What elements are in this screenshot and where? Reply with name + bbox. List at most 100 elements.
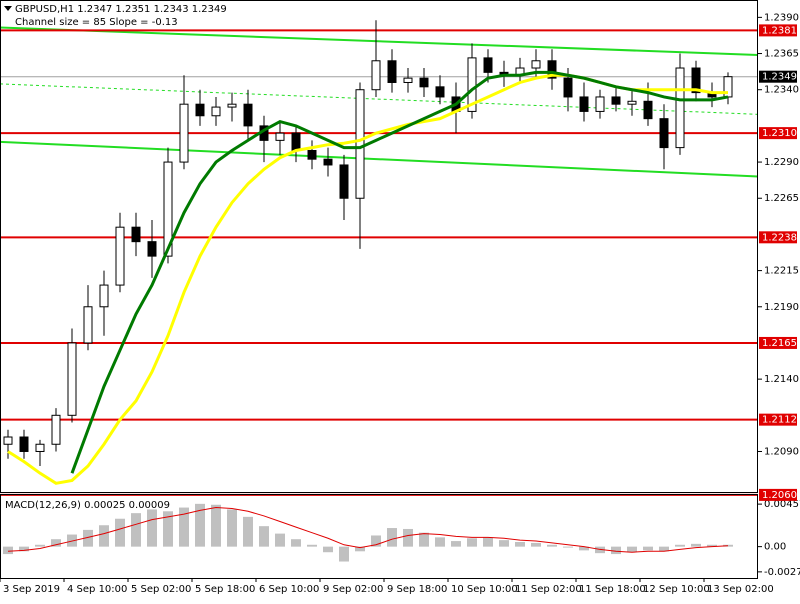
candle-body <box>355 89 365 199</box>
candle-body <box>3 436 13 445</box>
menu-icon[interactable] <box>4 6 12 11</box>
level-label-box <box>759 336 797 349</box>
macd-bar <box>323 546 333 553</box>
macd-bar <box>611 546 621 555</box>
candle-body <box>547 60 557 79</box>
candle-body <box>99 284 109 308</box>
candle-body <box>627 100 637 105</box>
macd-bar <box>419 532 429 547</box>
macd-bar <box>227 509 237 547</box>
level-label: 1.2112 <box>762 415 797 426</box>
y-tick-label: 1.2190 <box>764 302 799 313</box>
macd-bar <box>195 503 205 547</box>
candle-body <box>291 132 301 151</box>
candle-body <box>275 132 285 141</box>
macd-bar <box>163 511 173 547</box>
level-label-box <box>759 24 797 37</box>
candle-body <box>83 306 93 344</box>
macd-bar <box>451 541 461 547</box>
candle-body <box>179 103 189 163</box>
macd-bar <box>291 539 301 547</box>
macd-bar <box>691 543 701 547</box>
y-tick-label: 1.2340 <box>764 85 799 96</box>
candle-body <box>147 241 157 257</box>
macd-bar <box>403 528 413 547</box>
level-label-box <box>759 488 797 501</box>
level-label: 1.2165 <box>762 338 797 349</box>
candle-body <box>595 96 605 112</box>
candle-body <box>19 436 29 452</box>
level-label: 1.2238 <box>762 232 797 243</box>
macd-bar <box>515 541 525 547</box>
macd-bar <box>131 513 141 547</box>
y-tick-label: 1.2365 <box>764 49 799 60</box>
macd-bar <box>3 546 13 555</box>
x-tick-label: 6 Sep 10:00 <box>259 584 319 595</box>
macd-bar <box>115 518 125 547</box>
candle-body <box>675 67 685 149</box>
y-tick-label: 1.2215 <box>764 266 799 277</box>
candle-body <box>51 414 61 445</box>
macd-bar <box>275 533 285 547</box>
macd-bar <box>83 529 93 547</box>
level-label: 1.2060 <box>762 490 797 501</box>
x-tick-label: 9 Sep 02:00 <box>323 584 383 595</box>
macd-bar <box>579 546 589 551</box>
y-tick-label: 1.2290 <box>764 157 799 168</box>
candle-body <box>115 226 125 286</box>
macd-bar <box>563 546 573 548</box>
candle-body <box>323 158 333 166</box>
candle-body <box>563 77 573 98</box>
x-tick-label: 5 Sep 02:00 <box>131 584 191 595</box>
macd-bar <box>371 535 381 547</box>
macd-bar <box>627 546 637 553</box>
chart-subtitle: Channel size = 85 Slope = -0.13 <box>15 17 178 28</box>
candle-body <box>307 149 317 160</box>
current-price-label: 1.2349 <box>762 72 797 83</box>
candle-body <box>163 161 173 257</box>
y-tick-label: 1.2140 <box>764 374 799 385</box>
level-label: 1.2310 <box>762 128 797 139</box>
macd-signal <box>7 507 729 553</box>
candle-body <box>579 96 589 112</box>
level-label: 1.2381 <box>762 25 797 36</box>
macd-bar <box>435 537 445 547</box>
candle-body <box>195 103 205 117</box>
y-tick-label: 1.2090 <box>764 446 799 457</box>
macd-bar <box>355 546 365 552</box>
candle-body <box>67 342 77 416</box>
macd-bar <box>467 538 477 547</box>
macd-bar <box>659 546 669 552</box>
chart-title: GBPUSD,H1 1.2347 1.2351 1.2343 1.2349 <box>15 4 227 15</box>
candle-body <box>131 226 141 243</box>
macd-y-tick-label: 0.00 <box>764 542 786 553</box>
macd-bar <box>243 516 253 547</box>
macd-bar <box>99 525 109 547</box>
candle-body <box>691 67 701 94</box>
macd-bar <box>387 528 397 547</box>
macd-bar <box>51 539 61 547</box>
candle-body <box>467 57 477 112</box>
x-tick-label: 5 Sep 18:00 <box>195 584 255 595</box>
macd-bar <box>211 504 221 547</box>
x-tick-label: 9 Sep 18:00 <box>387 584 447 595</box>
trend-line <box>0 26 759 56</box>
trend-line <box>0 140 759 178</box>
candle-body <box>659 118 669 149</box>
macd-panel-frame <box>0 494 758 579</box>
macd-bar <box>547 544 557 547</box>
level-label-box <box>759 231 797 244</box>
macd-bar <box>339 546 349 562</box>
candle-body <box>403 77 413 83</box>
candle-body <box>483 57 493 73</box>
candle-body <box>435 86 445 98</box>
macd-bar <box>483 537 493 547</box>
macd-bar <box>147 509 157 547</box>
macd-bar <box>531 542 541 547</box>
macd-bar <box>499 540 509 547</box>
macd-y-tick-label: 0.00457 <box>764 499 800 510</box>
x-tick-label: 4 Sep 10:00 <box>67 584 127 595</box>
macd-y-tick-label: -0.00271 <box>764 567 800 578</box>
